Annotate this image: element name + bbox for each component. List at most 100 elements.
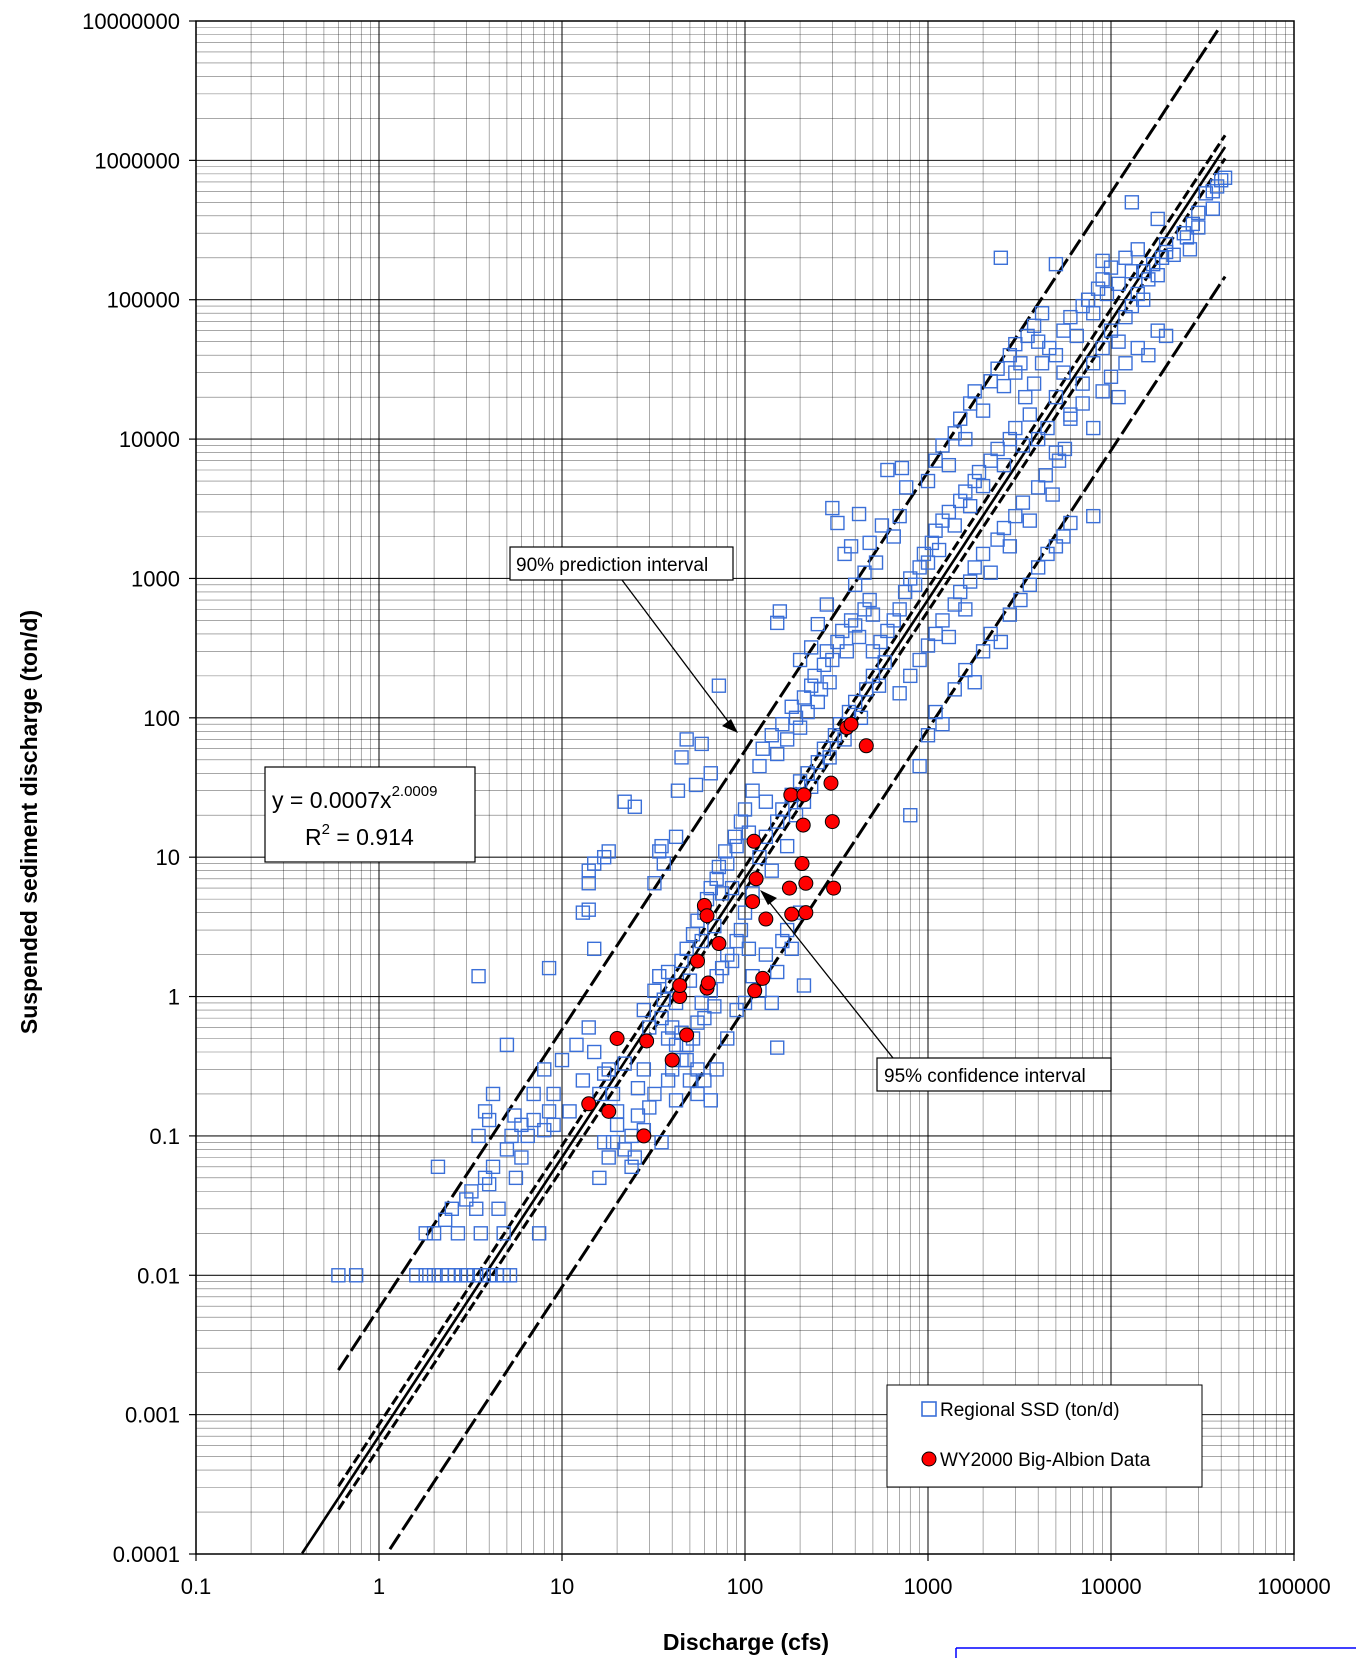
regional-point bbox=[694, 736, 709, 752]
regional-point bbox=[839, 644, 855, 659]
regional-point bbox=[679, 941, 694, 957]
regional-point bbox=[1030, 431, 1046, 447]
regional-point bbox=[770, 964, 785, 980]
regional-point bbox=[1095, 272, 1110, 287]
regional-point bbox=[668, 1037, 684, 1053]
regional-point bbox=[444, 1201, 460, 1216]
regional-point bbox=[941, 457, 957, 473]
regional-point bbox=[847, 577, 863, 593]
wy2000-point bbox=[700, 975, 716, 991]
regional-point bbox=[792, 652, 808, 668]
regional-point bbox=[1048, 256, 1064, 272]
regional-point bbox=[1008, 508, 1023, 524]
wy2000-point bbox=[601, 1103, 617, 1119]
regional-point bbox=[764, 728, 779, 743]
regional-point bbox=[947, 682, 962, 697]
regional-point bbox=[983, 565, 998, 580]
regional-point bbox=[694, 933, 709, 949]
regional-point bbox=[733, 814, 749, 829]
regional-point bbox=[627, 1150, 643, 1165]
regional-point bbox=[779, 922, 795, 938]
regional-point bbox=[647, 876, 662, 891]
wy2000-point bbox=[795, 817, 811, 833]
annotation-prediction-arrow bbox=[621, 579, 734, 729]
regional-point bbox=[865, 644, 881, 659]
regional-point bbox=[636, 1062, 652, 1077]
regional-point bbox=[546, 1086, 561, 1102]
regional-point bbox=[803, 640, 819, 655]
regional-point bbox=[502, 1268, 518, 1283]
regional-point bbox=[526, 1086, 541, 1102]
upper-prediction-line bbox=[337, 29, 1219, 1371]
regional-point bbox=[1205, 201, 1221, 216]
wy2000-point bbox=[798, 905, 814, 921]
regional-point bbox=[1099, 286, 1115, 302]
regional-point bbox=[1048, 389, 1064, 405]
regional-point bbox=[587, 1044, 602, 1060]
regional-point bbox=[1008, 420, 1023, 436]
regional-point bbox=[720, 856, 735, 871]
r-squared-value: = 0.914 bbox=[330, 824, 414, 850]
regional-point bbox=[469, 1201, 484, 1216]
regional-point bbox=[770, 615, 785, 631]
regional-point bbox=[857, 602, 872, 617]
wy2000-point bbox=[858, 738, 874, 754]
regional-point bbox=[788, 808, 804, 823]
regional-point bbox=[496, 1226, 511, 1241]
regional-point bbox=[803, 678, 819, 693]
regional-point bbox=[727, 829, 743, 845]
regional-point bbox=[822, 750, 837, 765]
regional-point bbox=[1002, 347, 1018, 363]
regional-point bbox=[920, 555, 936, 570]
regional-point bbox=[679, 1052, 694, 1068]
regional-point bbox=[617, 1056, 632, 1071]
regional-point bbox=[707, 999, 722, 1014]
regional-point bbox=[601, 844, 616, 859]
regional-point bbox=[596, 1135, 612, 1150]
regional-point bbox=[953, 411, 968, 426]
regional-point bbox=[1030, 480, 1046, 495]
regional-point bbox=[737, 802, 753, 817]
regional-point bbox=[674, 750, 689, 765]
regional-point bbox=[1015, 438, 1031, 453]
regional-point bbox=[707, 918, 722, 934]
regional-point bbox=[770, 814, 785, 829]
regional-point bbox=[935, 613, 950, 628]
regional-point bbox=[898, 480, 914, 495]
annotation-prediction-arrowhead bbox=[722, 719, 738, 733]
regional-point bbox=[473, 1226, 489, 1241]
regional-point bbox=[1213, 173, 1229, 188]
y-tick-label: 10000 bbox=[119, 427, 180, 452]
regional-point bbox=[1040, 420, 1055, 436]
wy2000-point bbox=[798, 875, 814, 891]
regional-point bbox=[654, 1010, 669, 1026]
regional-point bbox=[682, 1073, 698, 1088]
regional-point bbox=[1022, 407, 1038, 422]
regional-point bbox=[656, 856, 672, 871]
regional-point bbox=[792, 774, 808, 789]
regional-point bbox=[1205, 184, 1221, 199]
regional-point bbox=[796, 978, 812, 993]
r-squared-line: R2 = 0.914 bbox=[305, 821, 414, 850]
regional-point bbox=[953, 584, 968, 600]
regional-point bbox=[709, 1062, 724, 1077]
regional-point bbox=[1022, 577, 1038, 593]
regional-point bbox=[847, 694, 863, 710]
regional-point bbox=[993, 250, 1009, 265]
x-tick-label: 0.1 bbox=[181, 1574, 212, 1599]
regional-point bbox=[526, 1112, 541, 1128]
regional-point bbox=[1179, 230, 1195, 245]
regional-point bbox=[348, 1268, 364, 1283]
regional-point bbox=[652, 968, 667, 984]
wy2000-point bbox=[664, 1052, 680, 1068]
regional-point bbox=[1141, 347, 1156, 363]
regional-point bbox=[862, 535, 877, 551]
regional-point bbox=[752, 849, 767, 865]
r-squared-base: R bbox=[305, 824, 322, 850]
wy2000-point bbox=[755, 970, 771, 986]
regional-point bbox=[617, 1142, 632, 1157]
regional-point bbox=[531, 1226, 547, 1241]
annotation-confidence: 95% confidence interval bbox=[760, 890, 1112, 1092]
regional-point bbox=[1013, 592, 1028, 608]
